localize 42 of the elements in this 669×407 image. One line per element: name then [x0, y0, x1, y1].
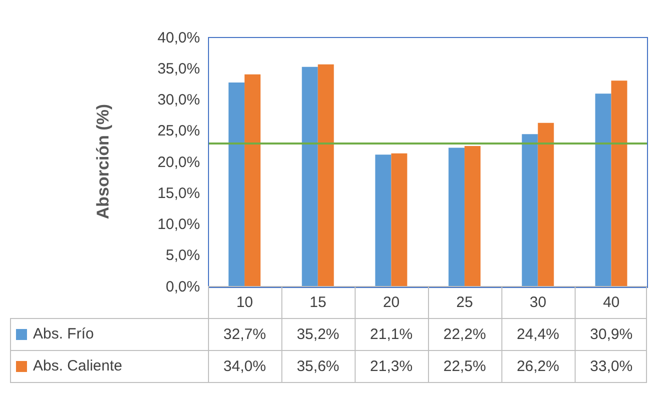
- data-label: 26,2%: [516, 356, 560, 376]
- data-label: 22,2%: [442, 324, 487, 344]
- data-label: 34,0%: [222, 356, 267, 376]
- x-tick-label: 25: [455, 292, 474, 312]
- bar: [448, 148, 465, 286]
- y-tick-label: 10,0%: [157, 216, 200, 234]
- legend-label: Abs. Caliente: [33, 358, 122, 375]
- data-label: 30,9%: [589, 324, 634, 344]
- data-label: 21,3%: [369, 356, 414, 376]
- data-label: 32,7%: [222, 324, 267, 344]
- x-tick-label: 10: [235, 292, 254, 312]
- bar: [228, 82, 245, 286]
- bar: [375, 154, 392, 286]
- bar: [464, 146, 481, 286]
- bar: [302, 66, 318, 286]
- y-tick-label: 35,0%: [157, 60, 200, 78]
- x-tick-label: 30: [528, 292, 548, 312]
- data-label: 33,0%: [589, 356, 634, 376]
- data-label: 21,1%: [369, 324, 414, 344]
- bar: [538, 122, 554, 286]
- data-label: 24,4%: [516, 324, 560, 344]
- y-tick-label: 40,0%: [157, 29, 200, 46]
- bar: [318, 64, 334, 286]
- y-tick-label: 15,0%: [157, 184, 200, 202]
- bar: [595, 94, 612, 286]
- bar: [611, 80, 628, 286]
- y-tick-label: 5,0%: [166, 247, 200, 264]
- x-tick-label: 40: [602, 292, 621, 312]
- data-label: 35,2%: [296, 324, 340, 344]
- bar: [244, 74, 261, 286]
- y-tick-label: 20,0%: [157, 154, 200, 171]
- y-axis-title: Absorción (%): [94, 104, 112, 220]
- y-tick-label: 30,0%: [157, 92, 200, 109]
- data-label: 22,5%: [442, 356, 487, 376]
- x-tick-label: 20: [382, 292, 401, 312]
- bar: [522, 134, 538, 286]
- legend-label: Abs. Frío: [33, 326, 94, 343]
- bar: [391, 153, 408, 286]
- y-tick-label: 25,0%: [157, 122, 200, 140]
- y-tick-label: 0,0%: [166, 278, 200, 296]
- x-tick-label: 15: [308, 292, 328, 312]
- data-label: 35,6%: [296, 356, 340, 376]
